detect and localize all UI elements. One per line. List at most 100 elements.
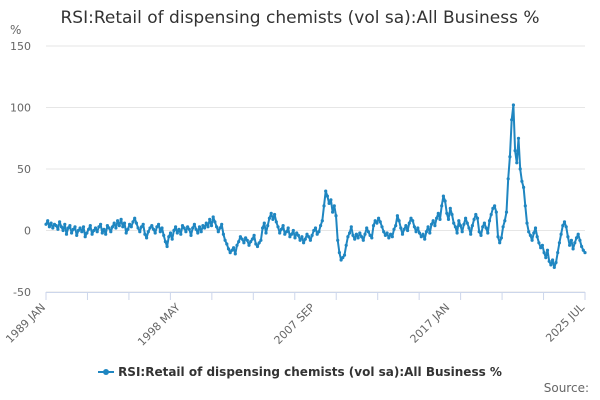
data-point[interactable] <box>516 136 521 140</box>
data-point[interactable] <box>216 230 220 234</box>
data-point[interactable] <box>421 232 425 236</box>
data-point[interactable] <box>70 231 74 235</box>
data-point[interactable] <box>382 230 386 234</box>
data-point[interactable] <box>44 222 48 226</box>
data-point[interactable] <box>170 237 174 241</box>
series-line[interactable] <box>45 104 586 269</box>
data-point[interactable] <box>544 256 548 260</box>
data-point[interactable] <box>429 222 434 226</box>
data-point[interactable] <box>416 226 420 230</box>
data-point[interactable] <box>302 241 306 245</box>
data-point[interactable] <box>262 221 266 225</box>
data-point[interactable] <box>332 204 336 208</box>
data-point[interactable] <box>308 238 312 242</box>
data-point[interactable] <box>274 220 278 224</box>
data-point[interactable] <box>204 221 208 225</box>
data-point[interactable] <box>474 212 478 217</box>
data-point[interactable] <box>470 224 474 228</box>
data-point[interactable] <box>426 225 430 229</box>
data-point[interactable] <box>360 235 364 239</box>
data-point[interactable] <box>177 227 181 231</box>
data-point[interactable] <box>273 212 277 217</box>
data-point[interactable] <box>237 240 241 244</box>
data-point[interactable] <box>349 225 353 229</box>
data-point[interactable] <box>303 237 307 241</box>
data-point[interactable] <box>238 235 242 239</box>
data-point[interactable] <box>199 230 203 234</box>
data-point[interactable] <box>336 238 340 242</box>
data-point[interactable] <box>472 217 476 221</box>
data-point[interactable] <box>136 226 140 230</box>
data-point[interactable] <box>545 248 550 252</box>
data-point[interactable] <box>73 225 77 229</box>
data-point[interactable] <box>342 253 347 257</box>
data-point[interactable] <box>66 226 70 230</box>
data-point[interactable] <box>281 224 285 228</box>
data-point[interactable] <box>102 227 106 231</box>
data-point[interactable] <box>354 232 358 236</box>
data-point[interactable] <box>312 228 316 233</box>
data-point[interactable] <box>150 224 154 228</box>
data-point[interactable] <box>487 219 492 223</box>
data-point[interactable] <box>158 230 162 234</box>
data-point[interactable] <box>569 238 574 242</box>
data-point[interactable] <box>320 219 324 223</box>
data-point[interactable] <box>491 206 495 210</box>
data-point[interactable] <box>80 230 84 234</box>
data-point[interactable] <box>549 263 553 267</box>
data-point[interactable] <box>189 233 193 237</box>
data-point[interactable] <box>163 240 167 244</box>
data-point[interactable] <box>498 241 502 245</box>
data-point[interactable] <box>428 231 432 235</box>
data-point[interactable] <box>215 225 219 229</box>
data-point[interactable] <box>56 227 60 231</box>
data-point[interactable] <box>182 226 186 230</box>
data-point[interactable] <box>325 194 329 198</box>
data-point[interactable] <box>458 224 463 228</box>
data-point[interactable] <box>568 243 572 247</box>
data-point[interactable] <box>377 216 381 220</box>
data-point[interactable] <box>464 216 468 220</box>
data-point[interactable] <box>557 241 562 245</box>
data-point[interactable] <box>213 220 217 224</box>
data-point[interactable] <box>385 231 389 235</box>
data-point[interactable] <box>160 226 164 230</box>
data-point[interactable] <box>172 228 176 233</box>
data-point[interactable] <box>457 219 461 223</box>
data-point[interactable] <box>298 238 302 242</box>
data-point[interactable] <box>433 224 437 228</box>
data-point[interactable] <box>406 228 410 233</box>
data-point[interactable] <box>126 227 130 231</box>
data-point[interactable] <box>392 227 396 231</box>
data-point[interactable] <box>59 225 64 229</box>
data-point[interactable] <box>361 238 365 242</box>
data-point[interactable] <box>279 227 283 231</box>
data-point[interactable] <box>254 242 258 246</box>
data-point[interactable] <box>395 214 399 218</box>
data-point[interactable] <box>390 235 394 239</box>
data-point[interactable] <box>365 226 369 230</box>
data-point[interactable] <box>324 189 328 193</box>
data-point[interactable] <box>539 246 543 250</box>
data-point[interactable] <box>409 216 413 220</box>
data-point[interactable] <box>358 231 362 235</box>
data-point[interactable] <box>346 235 350 239</box>
data-point[interactable] <box>484 226 488 230</box>
data-point[interactable] <box>467 226 471 230</box>
data-point[interactable] <box>578 238 582 242</box>
data-point[interactable] <box>581 248 585 252</box>
legend-item[interactable]: RSI:Retail of dispensing chemists (vol s… <box>98 365 502 379</box>
data-point[interactable] <box>453 225 457 229</box>
data-point[interactable] <box>90 232 94 236</box>
data-point[interactable] <box>341 256 345 260</box>
legend[interactable]: RSI:Retail of dispensing chemists (vol s… <box>0 365 600 380</box>
data-point[interactable] <box>141 222 145 226</box>
data-point[interactable] <box>116 219 120 223</box>
data-point[interactable] <box>551 258 555 262</box>
data-point[interactable] <box>291 228 295 233</box>
data-point[interactable] <box>109 230 113 234</box>
data-point[interactable] <box>435 216 439 220</box>
data-point[interactable] <box>431 219 435 223</box>
data-point[interactable] <box>186 225 190 229</box>
data-point[interactable] <box>71 227 75 231</box>
